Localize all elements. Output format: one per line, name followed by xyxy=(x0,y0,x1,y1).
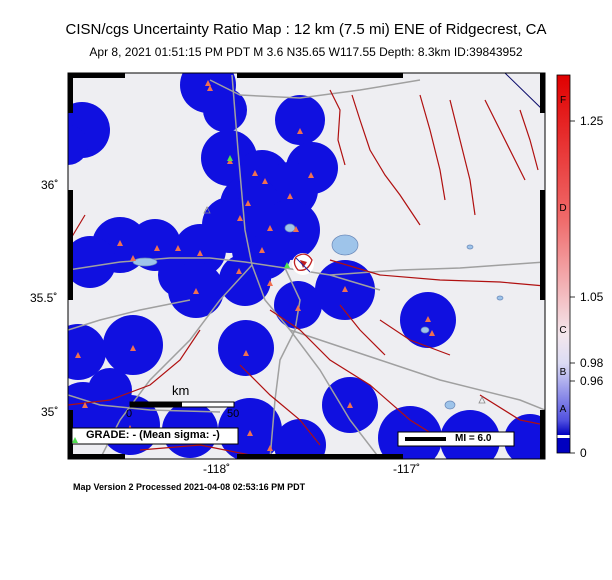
lat-label-36: 36˚ xyxy=(41,178,59,192)
mi-legend-frame xyxy=(397,431,515,447)
uncertainty-blobs xyxy=(68,73,545,459)
lakes xyxy=(132,223,504,410)
lat-label-35-5: 35.5˚ xyxy=(30,291,58,305)
grade-box-icon xyxy=(72,437,78,443)
colorbar-letter-a: A xyxy=(559,404,567,415)
scale-bar-unit: km xyxy=(172,383,190,398)
lon-label-117: -117˚ xyxy=(393,462,421,476)
epicenter-marker xyxy=(292,253,314,275)
colorbar-letter-f: F xyxy=(559,95,567,106)
event-subtitle: Apr 8, 2021 01:51:15 PM PDT M 3.6 N35.65… xyxy=(89,45,523,59)
colorbar-value-1-05: 1.05 xyxy=(580,290,604,304)
lat-label-35: 35˚ xyxy=(41,405,59,419)
colorbar xyxy=(556,74,575,454)
colorbar-letter-b: B xyxy=(559,367,567,378)
scale-bar-tick-50: 50 xyxy=(227,408,240,420)
map-title: CISN/cgs Uncertainty Ratio Map : 12 km (… xyxy=(65,21,547,38)
map-version-footer: Map Version 2 Processed 2021-04-08 02:53… xyxy=(73,482,306,492)
colorbar-letter-c: C xyxy=(559,325,567,336)
scale-bar xyxy=(129,401,235,408)
map-area xyxy=(68,73,545,459)
scale-bar-tick-0: 0 xyxy=(126,408,133,420)
faults xyxy=(68,89,545,456)
colorbar-value-0: 0 xyxy=(580,446,587,460)
roads xyxy=(68,74,545,459)
frame-ticks xyxy=(68,73,545,459)
mi-legend-text: MI = 6.0 xyxy=(455,433,492,444)
colorbar-value-1-25: 1.25 xyxy=(580,114,604,128)
colorbar-value-0-96: 0.96 xyxy=(580,374,604,388)
stations-green xyxy=(227,155,290,268)
grade-box-frame xyxy=(71,427,239,445)
stations-hollow xyxy=(203,206,486,404)
colorbar-letter-d: D xyxy=(559,203,567,214)
boundary-line xyxy=(504,73,545,113)
grade-box-text: GRADE: - (Mean sigma: -) xyxy=(86,429,220,441)
lon-label-118: -118˚ xyxy=(203,462,231,476)
colorbar-value-0-98: 0.98 xyxy=(580,356,604,370)
